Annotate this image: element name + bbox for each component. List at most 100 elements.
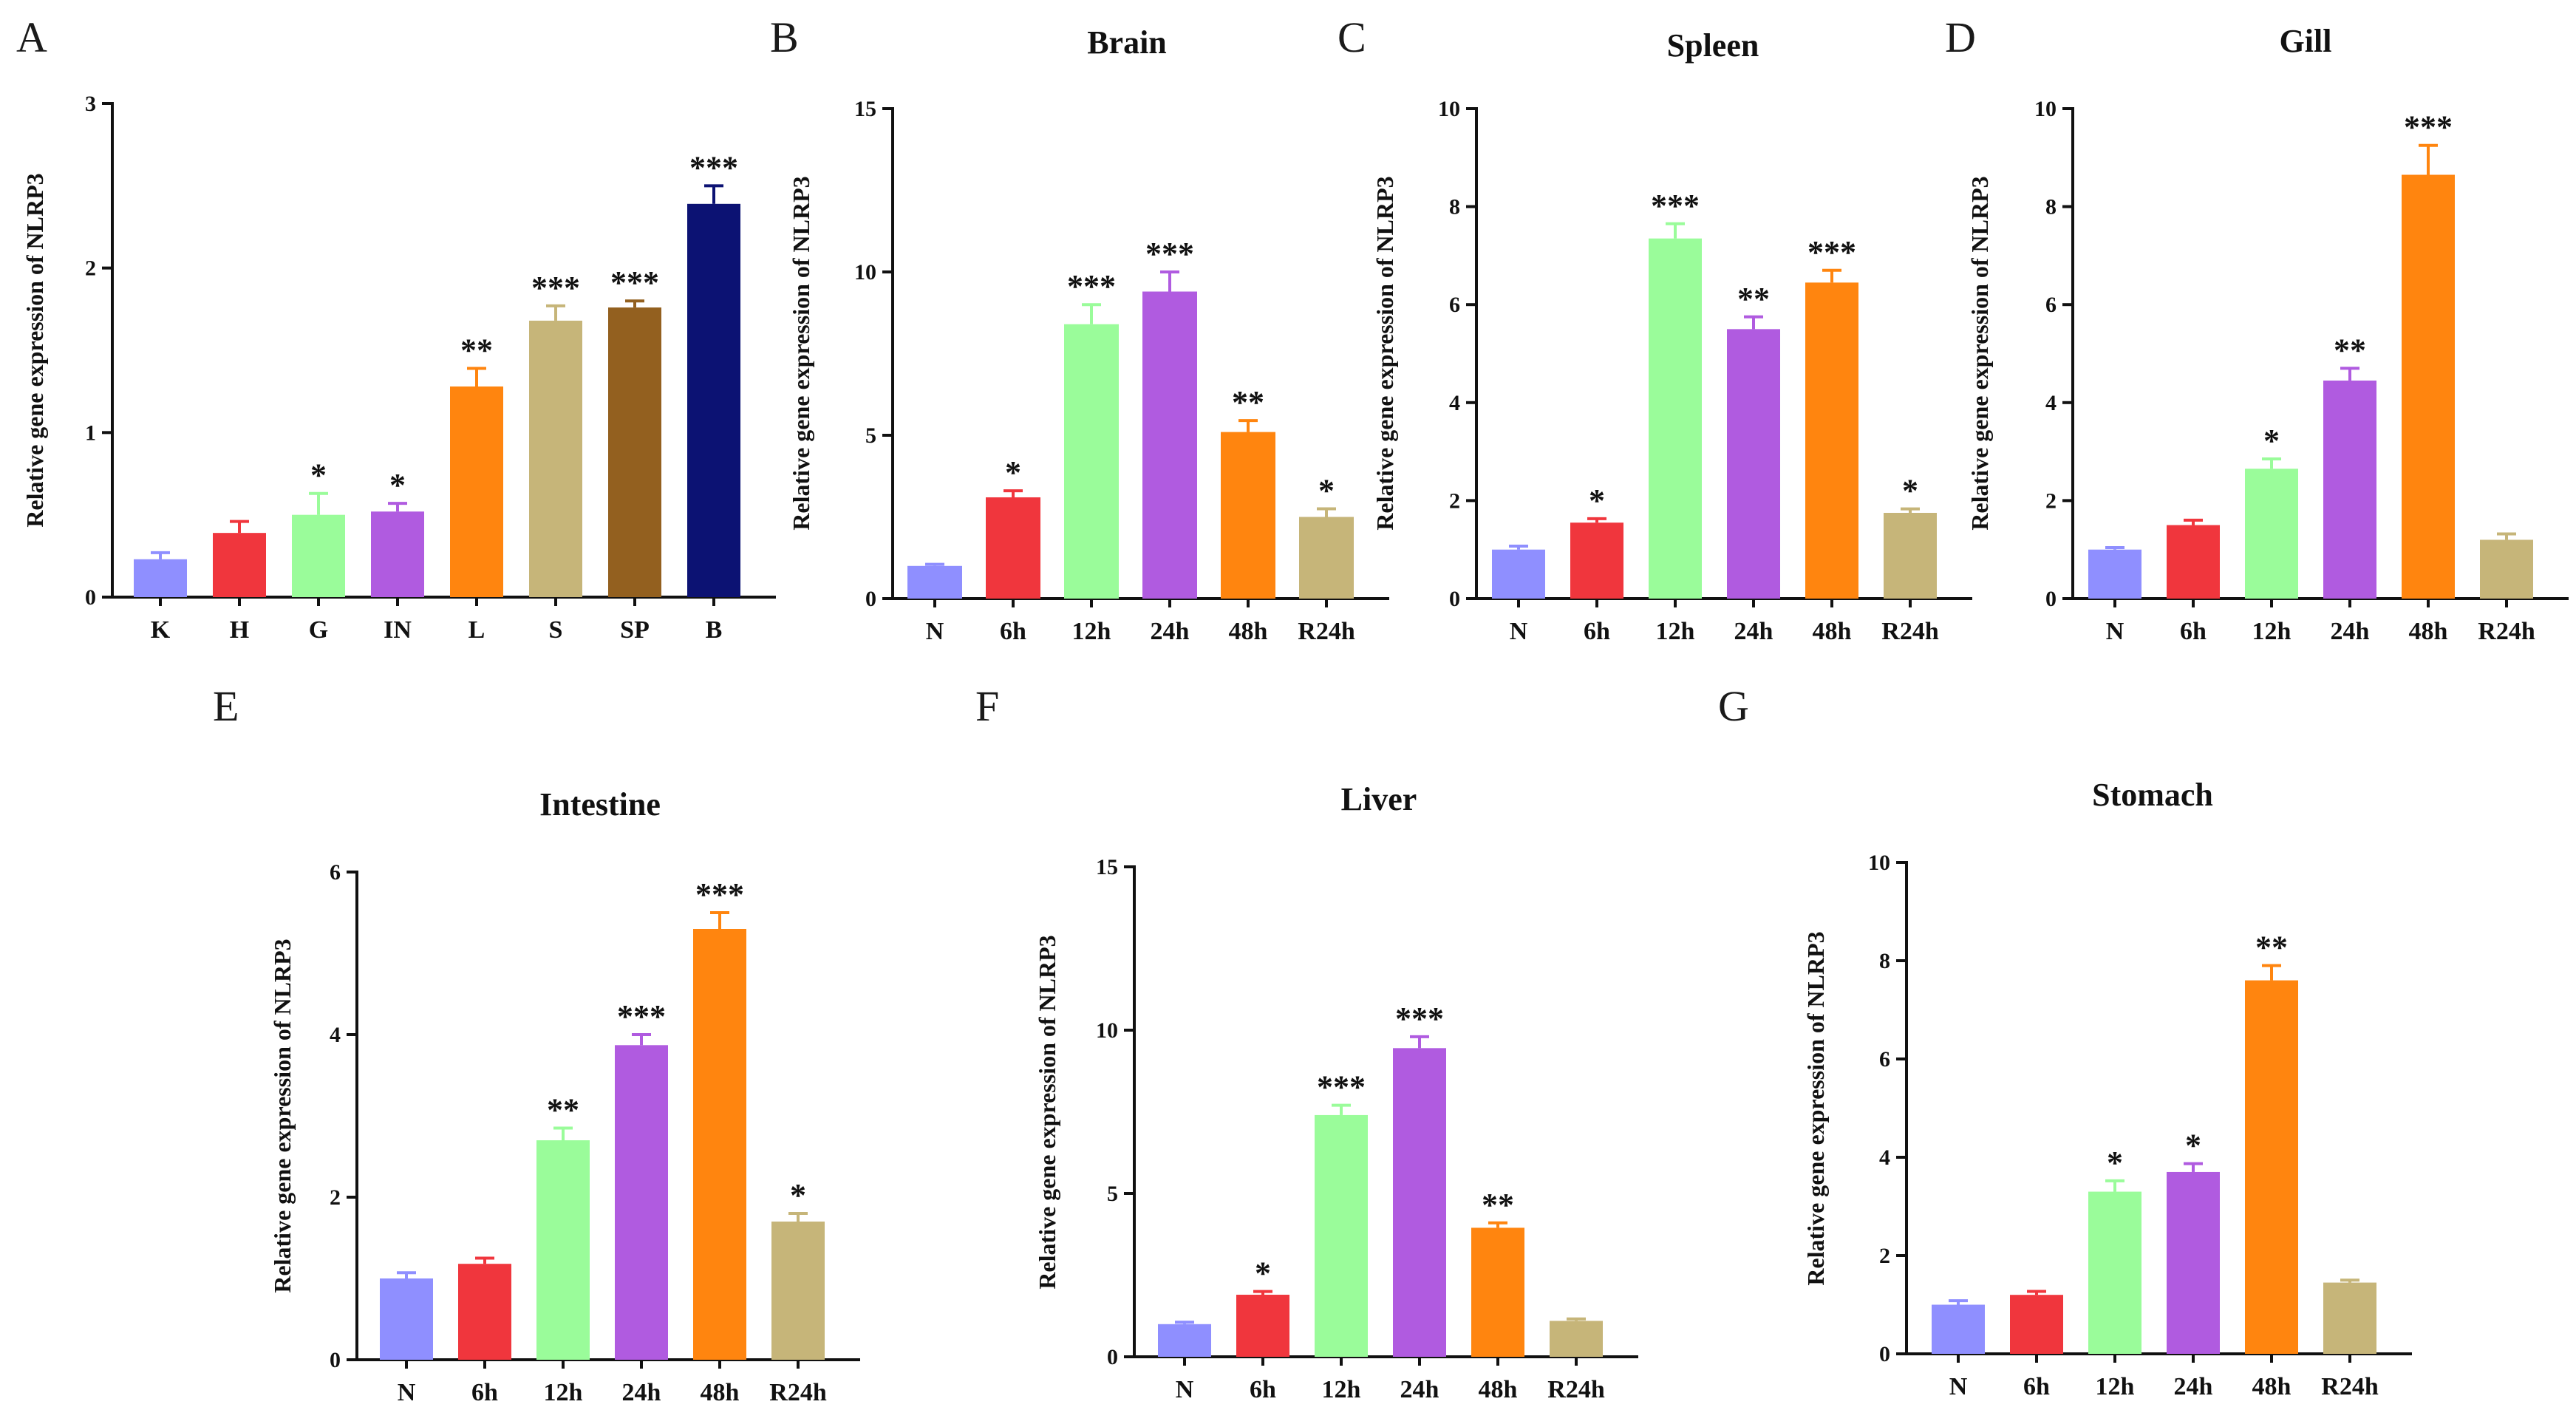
y-tick-label: 6: [330, 860, 341, 885]
y-tick-label: 0: [85, 585, 96, 610]
y-tick-label: 0: [2045, 587, 2057, 611]
x-tick-label: 48h: [2409, 618, 2448, 645]
x-tick-label: 24h: [2331, 618, 2370, 645]
bar-g: [292, 514, 345, 597]
panel-letter: C: [1338, 13, 1366, 61]
significance-label: *: [1318, 472, 1335, 508]
bar-48h: [1805, 282, 1858, 599]
bar-24h: [1142, 291, 1197, 599]
bar-12h: [536, 1140, 590, 1360]
significance-label: **: [1737, 281, 1770, 317]
bar-n: [907, 565, 962, 599]
bar-k: [134, 559, 187, 597]
bar-n: [1492, 549, 1545, 599]
x-tick-label: N: [1949, 1373, 1968, 1400]
bar-s: [529, 320, 582, 597]
x-tick-label: 24h: [1400, 1376, 1439, 1403]
x-tick-label: 6h: [1000, 618, 1026, 645]
bar-r24h: [2480, 539, 2533, 599]
significance-label: ***: [1067, 268, 1116, 304]
bar-b: [687, 203, 740, 597]
x-tick-label: L: [468, 616, 485, 644]
panel-letter: A: [16, 13, 47, 61]
panel-g: G Stomach Relative gene expression of NLRP…: [1718, 682, 2412, 1400]
bar-r24h: [1884, 512, 1937, 599]
x-tick-label: 48h: [1479, 1376, 1518, 1403]
bar-48h: [1471, 1227, 1524, 1357]
significance-label: *: [310, 457, 327, 494]
bar-24h: [2323, 380, 2376, 599]
y-tick-label: 4: [330, 1023, 341, 1047]
bar-48h: [693, 929, 746, 1360]
significance-label: *: [1255, 1256, 1271, 1292]
chart-title: Intestine: [539, 786, 661, 823]
x-tick-label: 24h: [622, 1379, 661, 1406]
significance-label: **: [1482, 1187, 1514, 1223]
y-tick-label: 0: [865, 587, 876, 611]
y-tick-label: 3: [85, 92, 96, 116]
significance-label: *: [1589, 483, 1605, 519]
significance-label: ***: [1651, 188, 1700, 224]
significance-label: ***: [689, 149, 738, 185]
y-axis-label: Relative gene expression of NLRP3: [1372, 176, 1398, 530]
significance-label: ***: [2404, 109, 2453, 146]
x-tick-label: S: [549, 616, 563, 644]
x-tick-label: 12h: [1322, 1376, 1361, 1403]
bar-r24h: [2323, 1282, 2376, 1354]
x-tick-label: R24h: [2321, 1373, 2379, 1400]
y-tick-label: 2: [1449, 488, 1460, 513]
significance-label: ***: [695, 876, 744, 913]
significance-label: **: [460, 332, 493, 368]
significance-label: *: [2107, 1145, 2123, 1181]
significance-label: *: [1005, 454, 1021, 491]
x-tick-label: R24h: [1881, 618, 1939, 645]
x-tick-label: 6h: [2023, 1373, 2050, 1400]
bar-6h: [1236, 1295, 1289, 1357]
y-axis-label: Relative gene expression of NLRP3: [788, 176, 814, 530]
x-tick-label: 6h: [471, 1379, 498, 1406]
y-tick-label: 8: [2045, 195, 2057, 219]
significance-label: *: [389, 467, 406, 503]
x-tick-label: G: [309, 616, 328, 644]
y-axis-label: Relative gene expression of NLRP3: [21, 173, 48, 527]
y-tick-label: 15: [1096, 855, 1118, 879]
y-tick-label: 5: [1107, 1182, 1118, 1206]
y-tick-label: 4: [2045, 391, 2057, 415]
x-tick-label: SP: [620, 616, 650, 644]
y-tick-label: 6: [1879, 1047, 1890, 1072]
significance-label: ***: [610, 265, 659, 301]
bar-6h: [1570, 522, 1623, 599]
chart-title: Gill: [2280, 23, 2332, 59]
x-tick-label: R24h: [769, 1379, 827, 1406]
bar-12h: [2088, 1191, 2141, 1354]
y-tick-label: 8: [1449, 195, 1460, 219]
panel-d: D Gill Relative gene expression of NLRP3 0 2…: [1945, 13, 2569, 645]
significance-label: *: [2185, 1128, 2201, 1164]
bar-24h: [615, 1045, 668, 1360]
x-tick-label: 6h: [2180, 618, 2207, 645]
x-tick-label: 48h: [701, 1379, 740, 1406]
chart-title: Stomach: [2092, 777, 2213, 813]
bar-24h: [1393, 1048, 1446, 1357]
y-axis-label: Relative gene expression of NLRP3: [1966, 176, 1993, 530]
x-tick-label: N: [1176, 1376, 1194, 1403]
panel-f: F Liver Relative gene expression of NLRP3 0…: [975, 682, 1638, 1403]
panel-letter: F: [975, 682, 999, 730]
x-tick-label: 24h: [2174, 1373, 2213, 1400]
x-tick-label: 6h: [1584, 618, 1610, 645]
bar-r24h: [771, 1222, 825, 1360]
y-tick-label: 4: [1879, 1145, 1890, 1170]
x-tick-label: 12h: [1072, 618, 1111, 645]
bar-24h: [2167, 1171, 2220, 1354]
x-tick-label: 48h: [1813, 618, 1852, 645]
x-tick-label: N: [1510, 618, 1528, 645]
y-axis-label: Relative gene expression of NLRP3: [269, 939, 296, 1293]
bar-n: [1158, 1324, 1211, 1357]
y-tick-label: 0: [1449, 587, 1460, 611]
bar-48h: [1221, 432, 1275, 599]
x-tick-label: 12h: [2096, 1373, 2135, 1400]
panel-a: A Relative gene expression of NLRP3 0 1 2 3 K H…: [16, 13, 776, 644]
x-tick-label: B: [706, 616, 723, 644]
x-tick-label: 48h: [1229, 618, 1268, 645]
